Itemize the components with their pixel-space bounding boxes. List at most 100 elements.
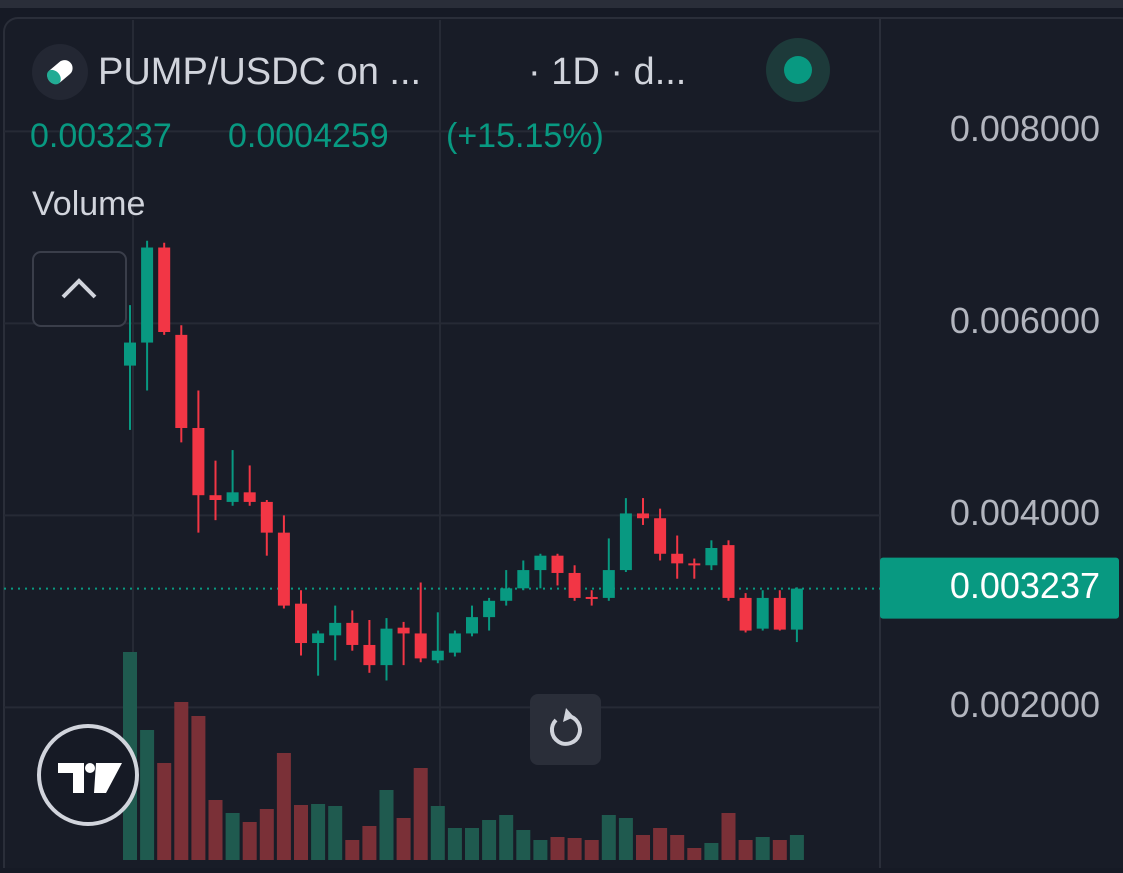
pill-icon (46, 60, 73, 85)
candle-body (773, 597, 786, 630)
volume-bar (157, 763, 172, 860)
interval: · 1D · d... (528, 51, 686, 93)
candle-body (175, 334, 188, 428)
volume-bar (174, 702, 189, 860)
last-price: 0.003237 (30, 117, 172, 155)
volume-bar (499, 815, 514, 860)
candle-body (585, 596, 598, 599)
candle-body (380, 628, 393, 666)
y-axis: 0.002000 0.004000 0.006000 0.008000 0.003237 (880, 108, 1119, 725)
candle-body (397, 627, 410, 634)
candle-body (124, 342, 136, 366)
volume-bar (738, 840, 753, 860)
candle-body (431, 650, 444, 661)
volume-bar (601, 815, 616, 860)
candle-body (500, 588, 513, 601)
candle-body (312, 633, 325, 644)
candle-body (192, 428, 205, 496)
volume-bar (516, 830, 531, 860)
tv-logo-mark (58, 763, 122, 793)
candle-body (226, 492, 239, 502)
candle-body (705, 548, 718, 566)
volume-bar (396, 818, 411, 860)
volume-bar (413, 768, 428, 860)
volume-bar (447, 828, 462, 860)
collapse-button[interactable] (32, 251, 127, 327)
volume-bar (430, 806, 445, 860)
candle-body (414, 633, 427, 659)
status-dot (784, 56, 812, 84)
candle-body (739, 597, 752, 631)
volume-bar (482, 820, 497, 860)
panel (3, 17, 1123, 873)
candle-body (466, 617, 478, 634)
candle-body (277, 532, 290, 606)
volume-bar (140, 730, 155, 860)
candle-body (602, 570, 615, 598)
chevron-up (61, 278, 97, 299)
volume-bar (311, 804, 326, 860)
candle-body (534, 555, 547, 571)
volume-bar (259, 809, 274, 860)
y-tick-label: 0.004000 (950, 492, 1100, 533)
volume-bar (584, 840, 599, 860)
reset-arrow (563, 708, 574, 722)
candle-body (722, 545, 735, 598)
top-bar (0, 0, 1123, 8)
candle-body (158, 247, 171, 332)
candle-body (448, 633, 461, 653)
volume-bar (379, 790, 394, 860)
candle-body (517, 570, 530, 589)
tv-logo[interactable] (37, 724, 139, 826)
y-tick-label: 0.006000 (950, 300, 1100, 341)
volume-bar (567, 838, 582, 860)
last-price-label: 0.003237 (950, 565, 1100, 606)
symbol-title: PUMP/USDC on ... (98, 51, 421, 93)
volume-legend: Volume (32, 185, 145, 223)
grid (4, 130, 880, 709)
volume-bar (465, 828, 479, 860)
volume-bar (328, 806, 343, 860)
candle-body (243, 492, 256, 502)
volume-bar (721, 813, 736, 860)
candle-body (688, 563, 701, 566)
volume-bar (225, 813, 240, 860)
volume-bar (704, 843, 719, 860)
volume-bar (533, 840, 548, 860)
volume-bar (362, 826, 377, 860)
volume-bar (670, 835, 685, 860)
reset-icon (549, 714, 582, 746)
y-tick-label: 0.008000 (950, 108, 1100, 149)
candle-body (329, 622, 342, 636)
candle-body (209, 495, 222, 500)
candles (124, 240, 803, 681)
volume-bar (345, 840, 360, 860)
volume-bar (687, 848, 702, 860)
candle-body (260, 501, 273, 533)
candle-body (551, 555, 564, 573)
volume-bar (294, 805, 308, 860)
candle-body (346, 622, 359, 645)
candle-body (671, 553, 684, 564)
volume-bar (550, 837, 565, 860)
volume-bar (653, 828, 668, 860)
change: 0.0004259 (228, 117, 389, 155)
volume-bar (789, 835, 804, 860)
volume-bar (772, 840, 787, 860)
candle-body (637, 513, 649, 519)
candle-body (756, 597, 769, 629)
volume-bar (208, 800, 223, 860)
volume-bar (242, 822, 257, 860)
candle-body (568, 572, 581, 598)
volume-bar (755, 837, 770, 860)
tv-logo-dot (85, 763, 95, 773)
reset-button[interactable] (530, 694, 601, 765)
volume-bar (618, 818, 633, 860)
y-tick-label: 0.002000 (950, 684, 1100, 725)
volume-bar (276, 753, 291, 860)
change-percent: (+15.15%) (446, 117, 604, 155)
candle-body (363, 644, 376, 666)
last-price-box (880, 557, 1119, 619)
candle-body (619, 513, 632, 571)
